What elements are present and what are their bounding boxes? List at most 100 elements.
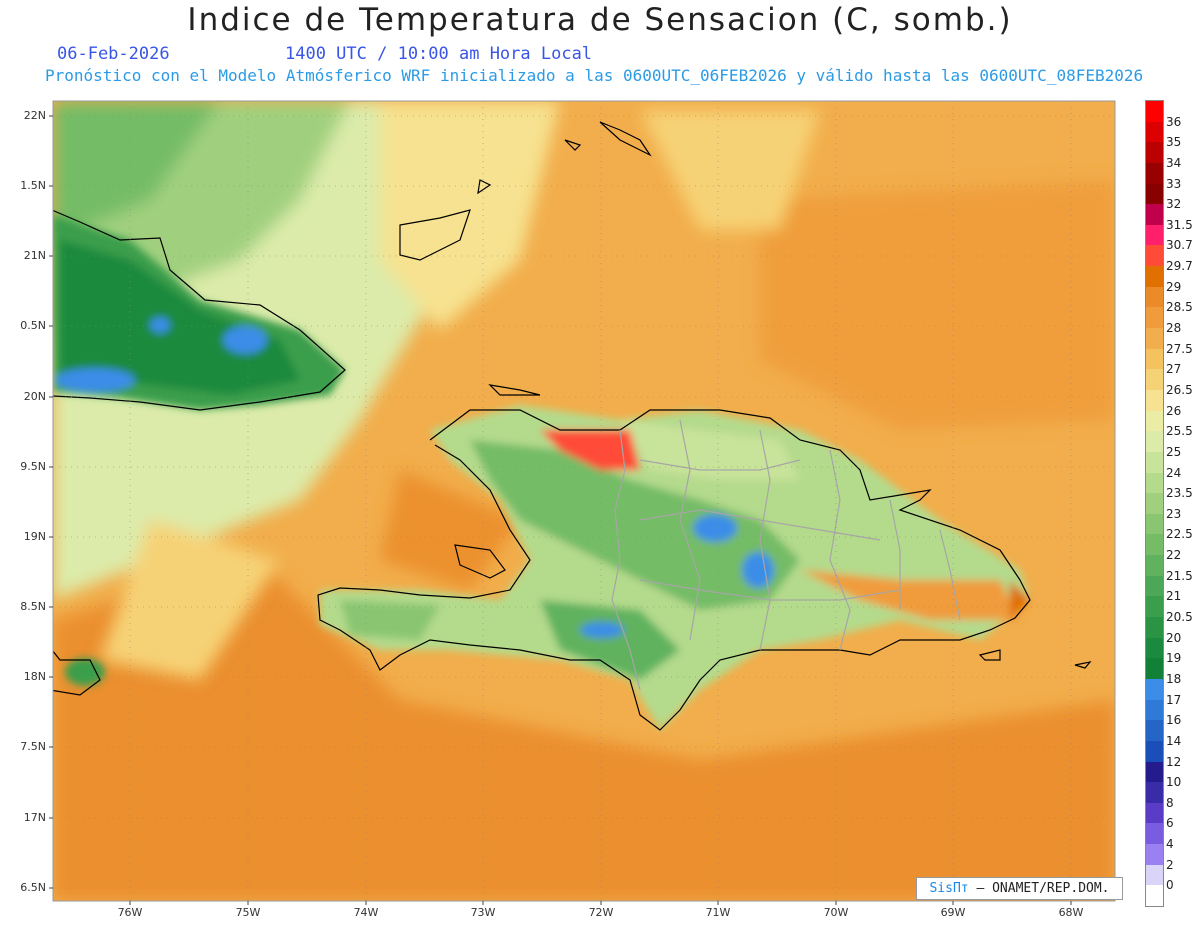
lat-label: 0.5N: [20, 319, 46, 332]
colorbar-label: 28.5: [1166, 300, 1193, 315]
lat-label: 18N: [23, 670, 46, 683]
lat-label: 22N: [23, 109, 46, 122]
field-hispaniola: [320, 405, 1030, 730]
colorbar-swatch: [1146, 121, 1163, 143]
colorbar-swatch: [1146, 617, 1163, 639]
colorbar-swatch: [1146, 286, 1163, 308]
lat-label: 7.5N: [20, 740, 46, 753]
colorbar-label: 31.5: [1166, 217, 1193, 232]
colorbar-label: 35: [1166, 135, 1182, 150]
colorbar-swatch: [1146, 761, 1163, 783]
colorbar-label: 17: [1166, 692, 1182, 707]
colorbar-swatch: [1146, 245, 1163, 267]
colorbar-label: 29: [1166, 279, 1182, 294]
colorbar-label: 2: [1166, 857, 1174, 872]
colorbar-swatch: [1146, 162, 1163, 185]
colorbar-swatch: [1146, 451, 1163, 474]
colorbar-label: 26: [1166, 403, 1182, 418]
colorbar-label: 30.7: [1166, 238, 1193, 253]
colorbar-swatch: [1146, 513, 1163, 535]
colorbar-label: 23.5: [1166, 486, 1193, 501]
colorbar-swatch: [1146, 204, 1163, 226]
colorbar-swatch: [1146, 369, 1163, 391]
colorbar-label: 27: [1166, 362, 1182, 377]
province-borders: [611, 419, 961, 691]
colorbar-label: 14: [1166, 733, 1182, 748]
colorbar-label: 29.7: [1166, 259, 1193, 274]
colorbar-swatch: [1146, 844, 1163, 866]
field-cuba: [53, 215, 345, 686]
colorbar-label: 27.5: [1166, 341, 1193, 356]
colorbar-swatch: [1146, 101, 1163, 123]
colorbar-label: 12: [1166, 754, 1182, 769]
colorbar-label: 34: [1166, 155, 1182, 170]
lat-label: 17N: [23, 811, 46, 824]
colorbar-swatch: [1146, 224, 1163, 246]
colorbar-swatch: [1146, 266, 1163, 288]
colorbar-label: 26.5: [1166, 382, 1193, 397]
graticule: [53, 101, 1115, 901]
credit-text: – ONAMET/REP.DOM.: [968, 881, 1110, 896]
colorbar-swatch: [1146, 410, 1163, 432]
forecast-date: 06-Feb-2026: [57, 44, 170, 64]
colorbar-label: 19: [1166, 651, 1182, 666]
lon-label: 69W: [940, 906, 966, 919]
colorbar-label: 4: [1166, 837, 1174, 852]
colorbar-swatch: [1146, 885, 1163, 906]
colorbar-label: 33: [1166, 176, 1182, 191]
colorbar-label: 22: [1166, 548, 1182, 563]
brand-logo: SisПт: [929, 881, 969, 896]
colorbar-swatch: [1146, 472, 1163, 494]
lon-label: 74W: [353, 906, 379, 919]
axis-ticks: [49, 115, 1072, 905]
lon-label: 70W: [823, 906, 849, 919]
colorbar-label: 20: [1166, 630, 1182, 645]
colorbar-label: 8: [1166, 795, 1174, 810]
colorbar-label: 23: [1166, 506, 1182, 521]
lon-label: 68W: [1058, 906, 1084, 919]
colorbar-label: 28: [1166, 321, 1182, 336]
model-info: Pronóstico con el Modelo Atmósferico WRF…: [45, 66, 1144, 85]
colorbar-swatch: [1146, 431, 1163, 453]
colorbar-swatch: [1146, 555, 1163, 577]
colorbar-swatch: [1146, 782, 1163, 804]
lat-label: 21N: [23, 249, 46, 262]
colorbar-label: 24: [1166, 465, 1182, 480]
colorbar-swatch: [1146, 720, 1163, 742]
lat-label: 8.5N: [20, 600, 46, 613]
colorbar-label: 36: [1166, 114, 1182, 129]
colorbar-swatch: [1146, 493, 1163, 515]
colorbar-label: 25: [1166, 444, 1182, 459]
colorbar-label: 0: [1166, 878, 1174, 893]
lon-label: 73W: [470, 906, 496, 919]
lon-label: 76W: [117, 906, 143, 919]
lat-label: 6.5N: [20, 881, 46, 894]
lon-label: 72W: [588, 906, 614, 919]
colorbar-swatch: [1146, 142, 1163, 164]
lat-label: 9.5N: [20, 460, 46, 473]
colorbar-label: 20.5: [1166, 610, 1193, 625]
colorbar-label: 18: [1166, 671, 1182, 686]
forecast-time: 1400 UTC / 10:00 am Hora Local: [285, 44, 593, 64]
field-ocean-warm: [53, 180, 1115, 901]
colorbar-label: 10: [1166, 775, 1182, 790]
colorbar-swatch: [1146, 307, 1163, 329]
map-frame: [52, 100, 1116, 902]
colorbar-label: 25.5: [1166, 424, 1193, 439]
colorbar-label: 21: [1166, 589, 1182, 604]
lat-label: 20N: [23, 390, 46, 403]
colorbar-swatch: [1146, 699, 1163, 721]
colorbar-label: 32: [1166, 197, 1182, 212]
colorbar-label: 16: [1166, 713, 1182, 728]
map-title: Indice de Temperatura de Sensacion (C, s…: [187, 2, 1013, 38]
lat-label: 1.5N: [20, 179, 46, 192]
colorbar-swatch: [1146, 348, 1163, 370]
colorbar-label: 22.5: [1166, 527, 1193, 542]
colorbar-swatch: [1146, 183, 1163, 205]
lon-label: 71W: [705, 906, 731, 919]
lon-label: 75W: [235, 906, 261, 919]
colorbar-swatch: [1146, 534, 1163, 556]
colorbar-swatch: [1146, 864, 1163, 886]
colorbar-swatch: [1146, 823, 1163, 845]
